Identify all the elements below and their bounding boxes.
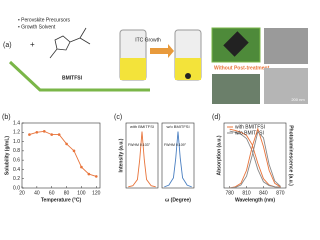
series-line bbox=[164, 131, 192, 188]
legend-label: with BMITFSI bbox=[235, 124, 265, 130]
y-tick-label: 0.0 bbox=[13, 185, 20, 191]
point bbox=[57, 133, 61, 136]
y-tick-label: 1.0 bbox=[13, 139, 20, 145]
sem-image bbox=[264, 68, 308, 104]
panel-label: (d) bbox=[212, 114, 221, 121]
bullet: • Perovskite Precursors bbox=[18, 17, 71, 23]
y-tick-label: 0.6 bbox=[13, 157, 20, 163]
plot-frame bbox=[223, 122, 287, 189]
panel-label: (c) bbox=[114, 114, 122, 121]
note: Without Post-treatment bbox=[214, 65, 270, 71]
scale-bar: 200 nm bbox=[291, 97, 305, 102]
point bbox=[72, 149, 76, 153]
x-tick-label: 40 bbox=[34, 190, 40, 196]
subplot-title: with BMITFSI bbox=[130, 124, 154, 129]
x-tick-label: 780 bbox=[225, 190, 234, 196]
arrow bbox=[8, 60, 150, 92]
point bbox=[35, 130, 39, 134]
point bbox=[94, 175, 98, 178]
point bbox=[50, 133, 54, 136]
x-tick-label: 20 bbox=[19, 190, 25, 196]
x-tick-label: 120 bbox=[92, 190, 101, 196]
page: {"panel_a":{"label":"(a)","bullets":["• … bbox=[2, 17, 308, 204]
y-tick-label: 0.2 bbox=[13, 176, 20, 182]
x-tick-label: 870 bbox=[276, 190, 285, 196]
crystal-photo bbox=[211, 27, 261, 63]
panel-label: (a) bbox=[3, 42, 12, 49]
arrow bbox=[150, 44, 174, 58]
bullet: • Growth Solvent bbox=[18, 24, 56, 30]
plus: + bbox=[30, 40, 35, 49]
crystal bbox=[223, 31, 249, 57]
x-tick-label: 810 bbox=[242, 190, 251, 196]
series-line bbox=[128, 131, 156, 188]
y-tick-label: 1.2 bbox=[13, 130, 20, 136]
plot-frame bbox=[161, 122, 195, 189]
y-tick-label: 0.4 bbox=[13, 167, 20, 173]
x-tick-label: 100 bbox=[77, 190, 86, 196]
step: ITC Growth bbox=[135, 37, 161, 43]
x-axis-label: ω (Degree) bbox=[165, 197, 191, 203]
crystal-photo bbox=[212, 74, 260, 104]
plot-frame bbox=[21, 122, 101, 189]
y-tick-label: 1.4 bbox=[13, 120, 20, 126]
y-axis-label: Solubility (g/mL) bbox=[4, 136, 10, 175]
sem-image bbox=[264, 28, 308, 64]
vials bbox=[119, 29, 202, 81]
legend-label: w/o BMITFSI bbox=[235, 130, 264, 136]
subplot-title: w/o BMITFSI bbox=[166, 124, 189, 129]
x-axis-label: Temperature (°C) bbox=[41, 197, 82, 203]
y-axis-label: Intensity (a.u.) bbox=[118, 138, 124, 172]
series-line bbox=[29, 130, 97, 177]
x-tick-label: 80 bbox=[64, 190, 70, 196]
y-tick-label: 0.8 bbox=[13, 148, 20, 154]
y-axis-label: Absorption (a.u.) bbox=[216, 135, 222, 175]
plot-frame bbox=[125, 122, 159, 189]
point bbox=[80, 165, 83, 169]
point bbox=[28, 133, 31, 136]
annotation: FWHM 0.103° bbox=[128, 143, 151, 147]
series-line bbox=[229, 127, 281, 189]
series-line bbox=[229, 130, 281, 189]
y2-axis-label: Photoluminescence (a.u.) bbox=[288, 125, 294, 186]
panel-label: (b) bbox=[2, 114, 11, 121]
x-tick-label: 60 bbox=[49, 190, 55, 196]
series-line bbox=[229, 130, 281, 188]
figure: (a) • Perovskite Precursors • Growth Sol… bbox=[2, 17, 308, 204]
annotation: FWHM 0.109° bbox=[164, 143, 187, 147]
point bbox=[42, 130, 46, 133]
point bbox=[87, 172, 91, 176]
molecule bbox=[49, 27, 91, 59]
x-tick-label: 840 bbox=[259, 190, 268, 196]
ionic-liquid: BMITFSI bbox=[62, 75, 83, 81]
x-axis-label: Wavelength (nm) bbox=[235, 197, 275, 203]
point bbox=[65, 142, 68, 146]
